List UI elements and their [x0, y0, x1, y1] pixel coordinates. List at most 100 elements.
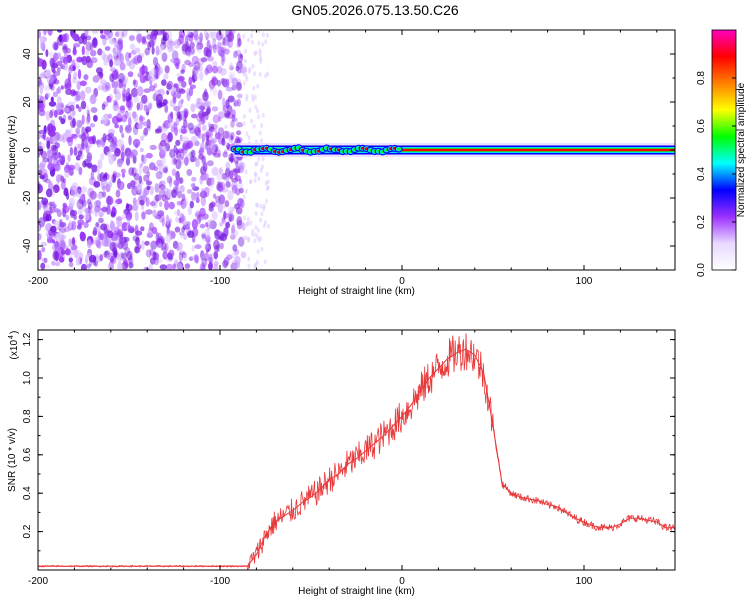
noise-speckle [244, 235, 248, 241]
noise-speckle [206, 39, 211, 50]
noise-speckle [136, 184, 143, 194]
noise-speckle [52, 184, 60, 193]
noise-speckle [256, 108, 259, 114]
noise-speckle [143, 127, 149, 136]
noise-speckle [258, 71, 262, 77]
noise-speckle [180, 198, 187, 210]
noise-speckle [156, 258, 163, 264]
noise-speckle [49, 231, 55, 238]
noise-speckle [51, 63, 59, 69]
noise-speckle [219, 221, 224, 227]
noise-speckle [187, 122, 194, 131]
noise-speckle [162, 253, 168, 259]
noise-speckle [247, 263, 251, 269]
noise-speckle [147, 264, 153, 270]
noise-speckle [236, 121, 243, 128]
noise-speckle [190, 156, 195, 163]
noise-speckle [178, 217, 182, 224]
noise-speckle [99, 73, 103, 80]
noise-speckle [259, 167, 263, 173]
noise-speckle [212, 38, 217, 48]
noise-speckle [158, 184, 166, 190]
noise-speckle [60, 175, 65, 182]
noise-speckle [114, 42, 120, 53]
noise-speckle [72, 65, 76, 72]
noise-speckle [211, 166, 219, 176]
noise-speckle [68, 164, 76, 171]
noise-speckle [257, 176, 261, 182]
noise-speckle [202, 162, 208, 172]
noise-speckle [77, 69, 82, 80]
noise-speckle [160, 30, 166, 34]
noise-speckle [191, 74, 198, 82]
noise-speckle [159, 201, 163, 208]
noise-speckle [173, 83, 179, 88]
noise-speckle [222, 78, 228, 88]
noise-speckle [242, 114, 246, 119]
noise-speckle [217, 149, 221, 158]
noise-speckle [262, 223, 266, 229]
noise-speckle [142, 121, 149, 126]
noise-speckle [82, 160, 87, 168]
noise-speckle [89, 190, 97, 200]
noise-speckle [178, 250, 185, 256]
noise-speckle [172, 93, 177, 101]
noise-speckle [208, 184, 213, 192]
noise-speckle [221, 188, 229, 193]
noise-speckle [236, 137, 243, 143]
noise-speckle [64, 248, 71, 256]
noise-speckle [251, 30, 254, 33]
noise-speckle [158, 164, 166, 175]
noise-speckle [197, 132, 203, 139]
noise-speckle [199, 71, 204, 81]
noise-speckle [84, 207, 91, 214]
noise-speckle [189, 151, 194, 157]
noise-speckle [200, 249, 204, 258]
noise-speckle [166, 175, 173, 184]
noise-speckle [68, 66, 73, 74]
noise-speckle [70, 187, 78, 198]
noise-speckle [109, 38, 116, 45]
noise-speckle [122, 30, 128, 37]
noise-speckle [125, 211, 133, 221]
noise-speckle [201, 133, 205, 144]
noise-speckle [188, 256, 194, 262]
noise-speckle [181, 193, 186, 202]
noise-speckle [207, 56, 214, 62]
y-tick-label: -20 [22, 190, 33, 205]
noise-speckle [106, 95, 112, 103]
noise-speckle [171, 168, 176, 176]
noise-speckle [218, 116, 222, 122]
noise-speckle [265, 198, 268, 204]
y-tick-label: 1.0 [22, 371, 33, 385]
noise-speckle [126, 88, 131, 93]
noise-speckle [190, 149, 196, 157]
noise-speckle [111, 230, 119, 241]
noise-speckle [216, 243, 221, 253]
noise-speckle [117, 30, 123, 38]
noise-speckle [250, 39, 254, 45]
y-tick-label: 1.2 [22, 332, 33, 346]
noise-speckle [127, 224, 131, 232]
noise-speckle [208, 206, 214, 212]
noise-speckle [205, 47, 211, 55]
noise-speckle [185, 224, 191, 230]
noise-speckle [167, 188, 172, 199]
noise-speckle [158, 102, 166, 107]
noise-speckle [160, 45, 165, 51]
noise-speckle [41, 247, 46, 253]
noise-speckle [191, 55, 199, 65]
noise-speckle [177, 209, 180, 217]
y-scale-exponent: 4 [8, 335, 15, 339]
noise-speckle [74, 162, 80, 171]
noise-speckle [228, 170, 234, 180]
noise-speckle [89, 254, 97, 263]
noise-speckle [38, 145, 42, 153]
noise-speckle [177, 191, 182, 199]
noise-speckle [195, 158, 200, 168]
noise-speckle [108, 144, 117, 153]
noise-speckle [53, 42, 59, 51]
noise-speckle [224, 124, 228, 129]
noise-speckle [172, 263, 176, 270]
noise-speckle [84, 140, 88, 149]
